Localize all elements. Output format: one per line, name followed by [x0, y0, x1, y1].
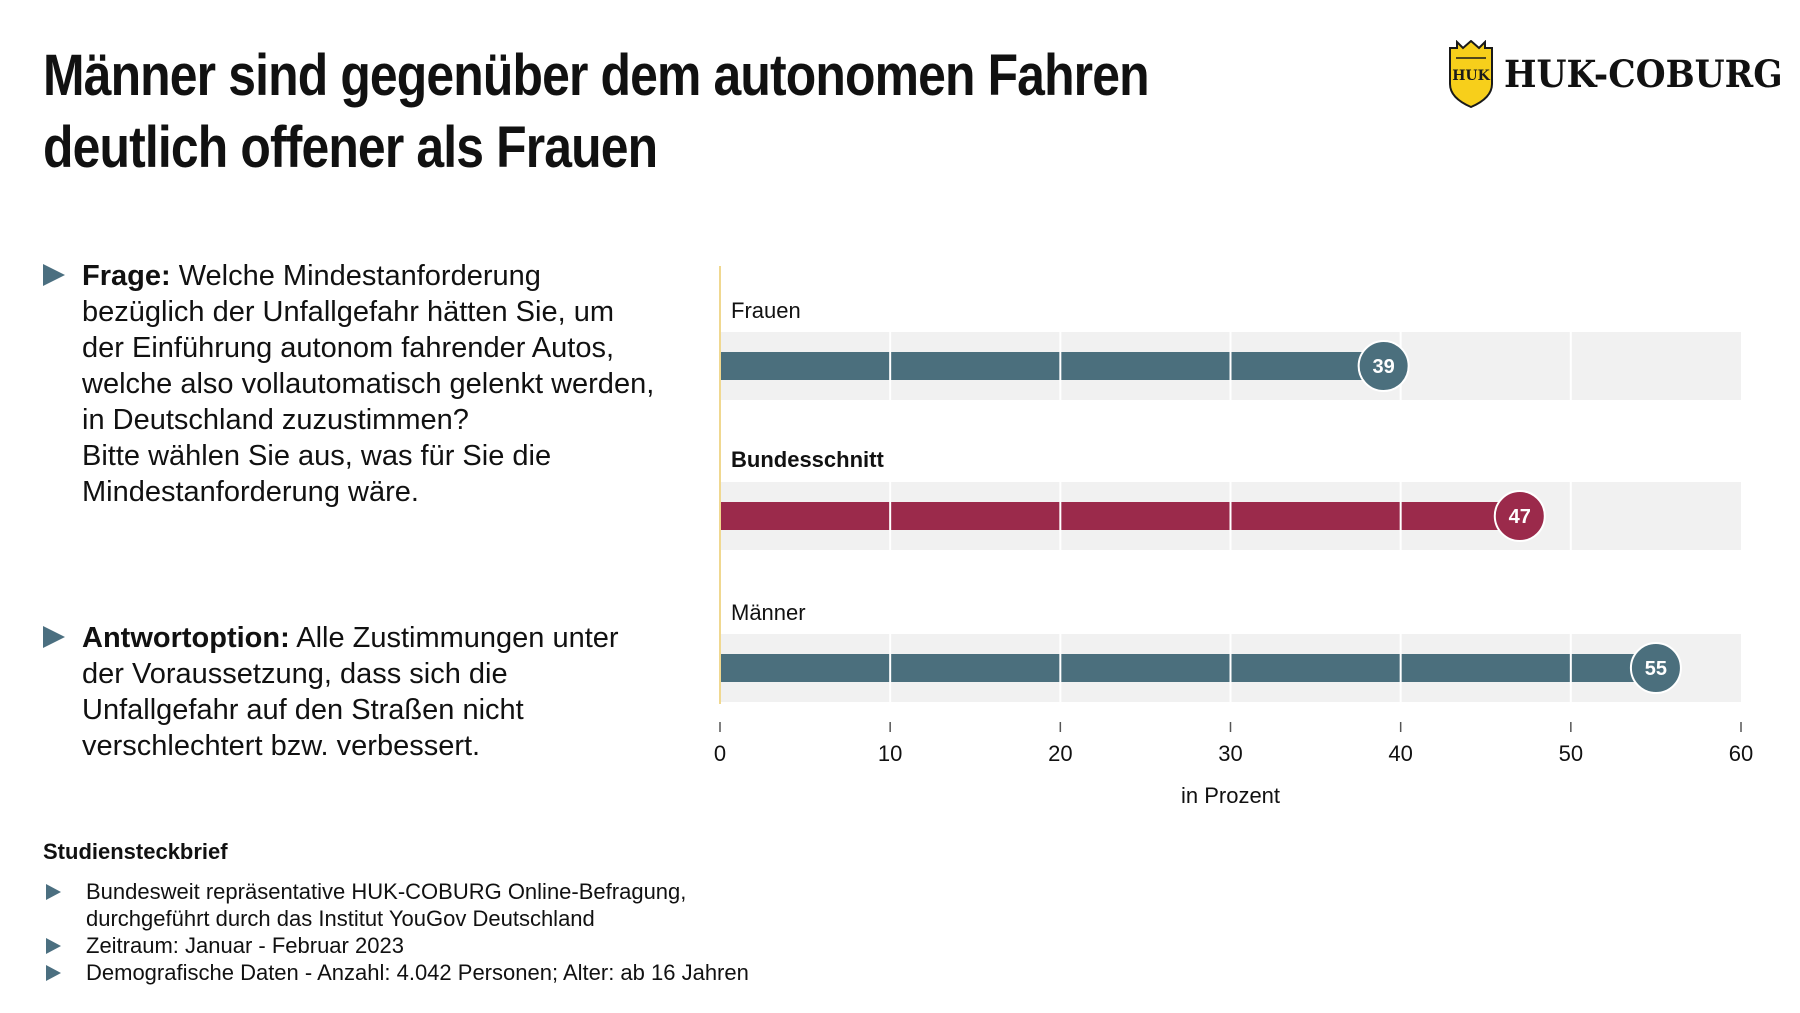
- brief-item-text: Zeitraum: Januar - Februar 2023: [86, 933, 404, 958]
- bar: [720, 654, 1656, 682]
- title-line-2: deutlich offener als Frauen: [43, 115, 658, 180]
- logo-badge-text: HUK: [1452, 68, 1490, 84]
- bullet-arrow-icon: [46, 884, 61, 900]
- brief-item: Demografische Daten - Anzahl: 4.042 Pers…: [43, 959, 943, 986]
- answer-text: Alle Zustimmungen unter der Voraussetzun…: [82, 622, 619, 762]
- logo-wordmark: HUK-COBURG: [1504, 52, 1783, 96]
- data-label: 39: [1373, 356, 1395, 378]
- question-label: Frage:: [82, 260, 171, 292]
- brief-title: Studiensteckbrief: [43, 839, 228, 864]
- huk-coburg-logo: HUK HUK-COBURG: [1447, 40, 1783, 112]
- data-label: 55: [1645, 658, 1667, 680]
- brief-item: Bundesweit repräsentative HUK-COBURG Onl…: [43, 878, 943, 932]
- value-bubble: [1629, 642, 1682, 694]
- bullet-arrow-icon: [43, 626, 65, 648]
- value-bubble: [1493, 490, 1546, 542]
- answer-label: Antwortoption:: [82, 622, 290, 654]
- bullet-arrow-icon: [46, 938, 61, 954]
- x-tick-label: 10: [878, 741, 902, 766]
- x-tick-label: 30: [1218, 741, 1242, 766]
- data-label: 47: [1509, 506, 1531, 528]
- page-title: Männer sind gegenüber dem autonomen Fahr…: [43, 40, 1150, 184]
- bullet-arrow-icon: [46, 965, 61, 981]
- x-tick-label: 20: [1048, 741, 1072, 766]
- brief-item-text: Bundesweit repräsentative HUK-COBURG Onl…: [86, 879, 687, 931]
- x-tick-label: 50: [1559, 741, 1583, 766]
- x-tick-label: 40: [1388, 741, 1412, 766]
- brief-item: Zeitraum: Januar - Februar 2023: [43, 932, 943, 959]
- title-line-1: Männer sind gegenüber dem autonomen Fahr…: [43, 43, 1150, 108]
- x-axis-label: in Prozent: [1181, 783, 1280, 808]
- x-tick-label: 0: [714, 741, 726, 766]
- crown-shield-icon: HUK: [1449, 40, 1493, 108]
- bullet-arrow-icon: [43, 264, 65, 286]
- bar: [720, 352, 1384, 380]
- brief-list: Bundesweit repräsentative HUK-COBURG Onl…: [43, 878, 943, 986]
- bar: [720, 502, 1520, 530]
- x-tick-label: 60: [1729, 741, 1753, 766]
- category-label: Bundesschnitt: [731, 447, 884, 472]
- brief-item-text: Demografische Daten - Anzahl: 4.042 Pers…: [86, 960, 749, 985]
- question-text-2: Bitte wählen Sie aus, was für Sie die Mi…: [82, 440, 552, 508]
- question-text: Welche Mindestanforderung bezüglich der …: [82, 260, 655, 436]
- value-bubble: [1357, 340, 1410, 392]
- category-label: Männer: [731, 600, 806, 625]
- category-label: Frauen: [731, 298, 801, 323]
